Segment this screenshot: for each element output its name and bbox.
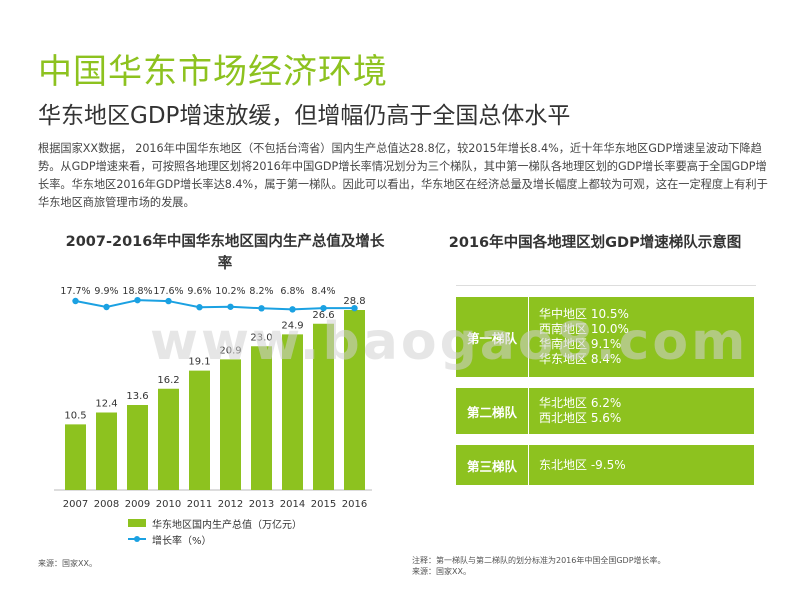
tier-item: 华东地区 8.4% xyxy=(539,352,622,366)
tier-item: 华北地区 6.2% xyxy=(539,396,622,410)
growth-point xyxy=(320,304,327,312)
right-source: 来源：国家XX。 xyxy=(412,567,471,576)
gdp-bar-label: 13.6 xyxy=(126,391,148,402)
legend-label-growth: 增长率（%） xyxy=(152,535,212,547)
growth-label: 17.7% xyxy=(60,286,90,297)
growth-point xyxy=(289,306,296,313)
growth-label: 8.4% xyxy=(311,286,335,297)
legend-swatch-line xyxy=(128,535,146,543)
gdp-bar xyxy=(313,323,334,490)
tier-first-list: 华中地区 10.5% 西南地区 10.0% 华南地区 9.1% 华东地区 8.4… xyxy=(529,307,629,367)
gdp-bar-label: 26.6 xyxy=(312,310,334,321)
page-title: 中国华东市场经济环境 xyxy=(38,52,388,92)
x-tick-label: 2016 xyxy=(342,499,367,510)
gdp-chart-legend: 华东地区国内生产总值（万亿元） 增长率（%） xyxy=(128,515,302,547)
gdp-chart: 10.5 2007 12.4 2008 13.6 2009 16.2 2010 19.1 2011… xyxy=(54,286,372,510)
legend-label-gdp: 华东地区国内生产总值（万亿元） xyxy=(152,519,302,531)
growth-point xyxy=(227,303,234,310)
growth-point xyxy=(72,297,79,305)
legend-swatch-bar xyxy=(128,519,146,527)
growth-label: 17.6% xyxy=(153,286,183,297)
legend-item-growth: 增长率（%） xyxy=(128,531,302,547)
tier-third-list: 东北地区 -9.5% xyxy=(529,458,626,473)
gdp-bar xyxy=(96,412,117,490)
legend-item-gdp: 华东地区国内生产总值（万亿元） xyxy=(128,515,302,531)
gdp-bar xyxy=(282,334,303,490)
gdp-bar xyxy=(220,359,241,490)
gdp-bar-label: 24.9 xyxy=(281,320,303,331)
gdp-bar-label: 19.1 xyxy=(188,357,210,368)
growth-label: 8.2% xyxy=(249,286,273,297)
growth-point xyxy=(165,297,172,305)
tier-note: 注释：第一梯队与第二梯队的划分标准为2016年中国全国GDP增长率。 xyxy=(412,556,666,565)
tier-second-list: 华北地区 6.2% 西北地区 5.6% xyxy=(529,396,621,426)
growth-label: 10.2% xyxy=(215,286,245,297)
growth-point xyxy=(351,304,358,312)
tier-panel-border xyxy=(456,285,756,286)
gdp-bar-label: 12.4 xyxy=(95,399,117,410)
tier-second: 第二梯队 华北地区 6.2% 西北地区 5.6% xyxy=(456,388,754,434)
gdp-bar xyxy=(65,424,86,490)
x-tick-label: 2014 xyxy=(280,499,305,510)
gdp-bar xyxy=(189,370,210,490)
gdp-bar-label: 20.9 xyxy=(219,345,241,356)
tier-third: 第三梯队 东北地区 -9.5% xyxy=(456,445,754,485)
growth-label: 6.8% xyxy=(280,286,304,297)
gdp-bar xyxy=(158,388,179,490)
x-tick-label: 2015 xyxy=(311,499,336,510)
growth-line xyxy=(75,299,355,311)
gdp-chart-title: 2007-2016年中国华东地区国内生产总值及增长率 xyxy=(65,234,385,272)
tier-divider xyxy=(528,297,529,377)
growth-point xyxy=(134,296,141,304)
x-tick-label: 2007 xyxy=(63,499,88,510)
gdp-bar-label: 23.0 xyxy=(250,332,272,343)
gdp-bar-label: 28.8 xyxy=(343,296,365,307)
intro-paragraph: 根据国家XX数据， 2016年中国华东地区（不包括台湾省）国内生产总值达28.8… xyxy=(38,142,768,209)
tier-second-label: 第二梯队 xyxy=(466,404,517,420)
x-tick-label: 2009 xyxy=(125,499,150,510)
x-tick-label: 2008 xyxy=(94,499,119,510)
growth-label: 9.9% xyxy=(94,286,118,297)
page-subtitle: 华东地区GDP增速放缓，但增幅仍高于全国总体水平 xyxy=(38,103,571,129)
x-tick-label: 2011 xyxy=(187,499,212,510)
growth-label: 9.6% xyxy=(187,286,211,297)
tier-chart-title: 2016年中国各地理区划GDP增速梯队示意图 xyxy=(448,235,742,251)
tier-divider xyxy=(528,445,529,485)
gdp-bar xyxy=(251,346,272,490)
growth-point xyxy=(103,303,110,311)
tier-item: 华南地区 9.1% xyxy=(539,337,622,351)
x-tick-label: 2013 xyxy=(249,499,274,510)
gdp-bar-label: 16.2 xyxy=(157,375,179,386)
tier-first-label: 第一梯队 xyxy=(466,330,517,346)
x-tick-label: 2012 xyxy=(218,499,243,510)
gdp-bar xyxy=(344,310,365,490)
tier-item: 西北地区 5.6% xyxy=(539,411,622,425)
growth-label: 18.8% xyxy=(122,286,152,297)
tier-third-label: 第三梯队 xyxy=(466,458,517,474)
growth-point xyxy=(258,305,265,312)
left-source: 来源：国家XX。 xyxy=(38,559,97,568)
growth-point xyxy=(196,304,203,311)
tier-divider xyxy=(528,388,529,434)
gdp-bar xyxy=(127,405,148,490)
tier-first: 第一梯队 华中地区 10.5% 西南地区 10.0% 华南地区 9.1% 华东地… xyxy=(456,297,754,377)
tier-item: 东北地区 -9.5% xyxy=(539,457,626,472)
tier-item: 华中地区 10.5% xyxy=(539,307,629,321)
tier-item: 西南地区 10.0% xyxy=(539,322,629,336)
gdp-bar-label: 10.5 xyxy=(64,410,86,421)
x-tick-label: 2010 xyxy=(156,499,181,510)
